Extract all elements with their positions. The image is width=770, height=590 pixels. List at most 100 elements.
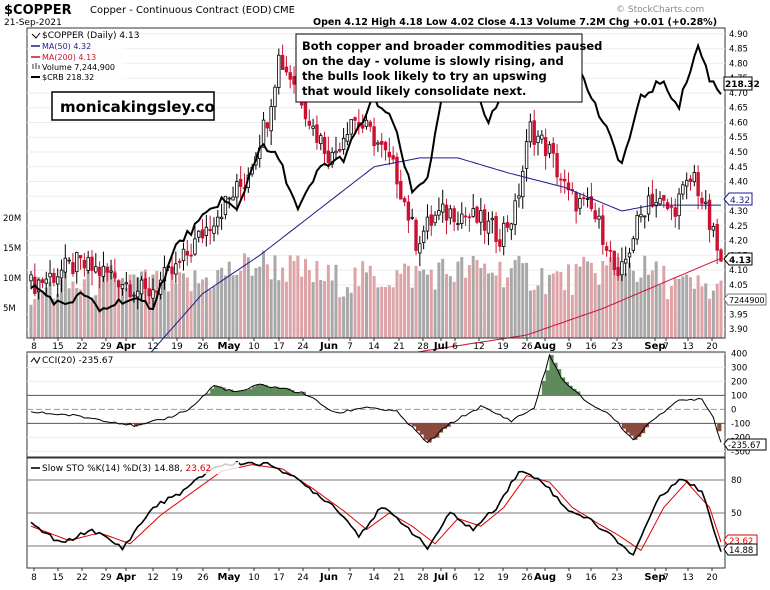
volume-bar bbox=[479, 268, 482, 338]
volume-bar bbox=[544, 294, 547, 338]
candle-body bbox=[30, 275, 33, 281]
candle-body bbox=[552, 143, 555, 153]
cci-overbought-fill bbox=[546, 370, 550, 395]
candle-body bbox=[491, 219, 494, 220]
volume-bar bbox=[235, 275, 238, 338]
candle-body bbox=[308, 121, 311, 125]
volume-bar bbox=[708, 299, 711, 338]
candle-body bbox=[407, 202, 410, 220]
x-tick-label: Jul bbox=[433, 572, 448, 583]
volume-bar bbox=[628, 263, 631, 338]
candle-body bbox=[514, 201, 517, 225]
candle-body bbox=[293, 76, 296, 84]
candle-body bbox=[87, 258, 90, 271]
volume-bar bbox=[415, 266, 418, 338]
volume-bar bbox=[418, 271, 421, 338]
cci-tick-label: 400 bbox=[731, 349, 747, 359]
cci-oversold-fill bbox=[427, 423, 431, 442]
volume-bar bbox=[624, 273, 627, 338]
candle-body bbox=[449, 209, 452, 218]
cci-oversold-fill bbox=[622, 423, 626, 428]
exchange-label: CME bbox=[273, 5, 295, 16]
price-tick-label: 3.90 bbox=[729, 325, 748, 335]
candle-body bbox=[323, 137, 326, 153]
volume-bar bbox=[678, 279, 681, 338]
x-tick-label: 14 bbox=[368, 342, 380, 352]
candle-body bbox=[682, 185, 685, 194]
annotation-line: on the day - volume is slowly rising, an… bbox=[302, 54, 564, 68]
x-tick-label: 12 bbox=[147, 342, 158, 352]
cci-overbought-fill bbox=[298, 393, 302, 396]
candle-body bbox=[56, 277, 59, 284]
volume-bar bbox=[350, 293, 353, 338]
volume-bar bbox=[430, 270, 433, 338]
volume-bar bbox=[232, 275, 235, 338]
volume-bar bbox=[258, 267, 261, 338]
x-tick-label: 14 bbox=[368, 573, 380, 583]
candle-body bbox=[281, 55, 284, 69]
volume-bar bbox=[155, 271, 158, 338]
x-tick-label: 10 bbox=[248, 342, 260, 352]
x-tick-label: 7 bbox=[347, 573, 353, 583]
volume-bar bbox=[216, 270, 219, 338]
x-tick-label: 15 bbox=[52, 342, 63, 352]
x-tick-label: 7 bbox=[663, 573, 669, 583]
candle-body bbox=[75, 252, 78, 271]
volume-bar bbox=[83, 279, 86, 338]
candle-body bbox=[365, 120, 368, 126]
x-tick-label: 21 bbox=[393, 573, 404, 583]
volume-bar bbox=[514, 260, 517, 338]
candle-body bbox=[457, 224, 460, 225]
candle-body bbox=[392, 156, 395, 160]
cci-overbought-fill bbox=[210, 389, 214, 396]
candle-body bbox=[373, 127, 376, 146]
cci-tick-label: -100 bbox=[731, 419, 750, 429]
sto-k-tag-label: 14.88 bbox=[729, 546, 753, 556]
cci-overbought-fill bbox=[241, 391, 245, 396]
volume-bar bbox=[338, 297, 341, 338]
volume-bar bbox=[712, 291, 715, 338]
volume-bar bbox=[540, 268, 543, 338]
price-tick-label: 3.95 bbox=[729, 310, 748, 320]
candle-body bbox=[277, 55, 280, 87]
volume-bar bbox=[681, 276, 684, 338]
price-tick-label: 4.40 bbox=[729, 178, 748, 188]
volume-bar bbox=[517, 256, 520, 338]
candle-body bbox=[316, 125, 319, 143]
candle-body bbox=[384, 142, 387, 150]
volume-bar bbox=[632, 271, 635, 338]
x-tick-label: Aug bbox=[534, 572, 556, 583]
volume-bar bbox=[533, 290, 536, 338]
candle-body bbox=[95, 267, 98, 272]
volume-bar bbox=[266, 264, 269, 338]
volume-bar bbox=[594, 273, 597, 338]
candle-body bbox=[605, 247, 608, 251]
price-tick-label: 4.90 bbox=[729, 30, 748, 40]
cci-oversold-fill bbox=[431, 423, 435, 438]
candle-body bbox=[560, 179, 563, 180]
volume-bar bbox=[334, 265, 337, 338]
volume-tag-label: 7244900 bbox=[729, 296, 765, 305]
candle-body bbox=[537, 136, 540, 142]
candle-body bbox=[228, 198, 231, 199]
symbol-description: Copper - Continuous Contract (EOD) bbox=[90, 5, 272, 16]
candle-body bbox=[209, 229, 212, 230]
x-tick-label: 29 bbox=[100, 342, 112, 352]
volume-bar bbox=[300, 277, 303, 338]
brand-label: monicakingsley.co bbox=[60, 98, 215, 116]
candle-body bbox=[708, 200, 711, 229]
volume-bar bbox=[312, 282, 315, 338]
volume-bar bbox=[331, 280, 334, 338]
price-legend: $COPPER (Daily) 4.13 MA(50) 4.32 MA(200)… bbox=[30, 30, 139, 84]
volume-bar bbox=[483, 264, 486, 338]
x-tick-label: 24 bbox=[297, 573, 309, 583]
volume-bar bbox=[49, 282, 52, 338]
x-tick-label: 24 bbox=[297, 342, 309, 352]
x-tick-label: Apr bbox=[116, 341, 136, 352]
volume-bar bbox=[190, 291, 193, 338]
x-tick-label: 19 bbox=[171, 342, 183, 352]
volume-bar bbox=[636, 282, 639, 338]
x-tick-label: 8 bbox=[31, 342, 37, 352]
volume-bar bbox=[525, 263, 528, 338]
candle-body bbox=[563, 179, 566, 181]
